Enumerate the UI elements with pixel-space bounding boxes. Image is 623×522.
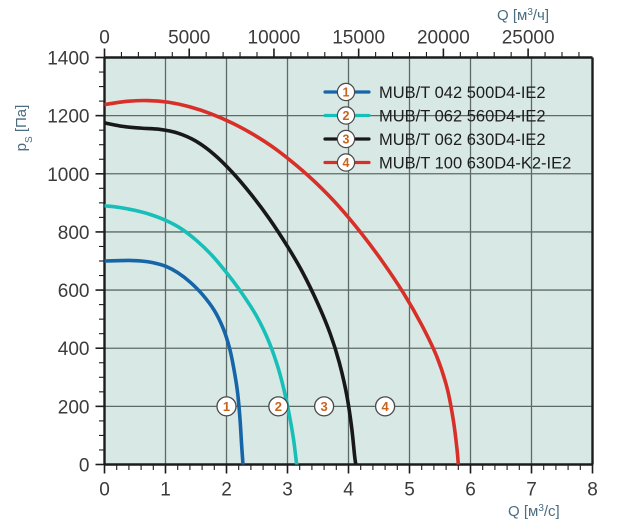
y-axis-tick-label: 200 xyxy=(58,397,90,418)
x-axis-tick-label: 8 xyxy=(587,480,598,501)
x-top-axis-tick-label: 20000 xyxy=(417,28,470,49)
legend-marker-circle xyxy=(336,153,356,172)
legend-marker-number: 1 xyxy=(343,85,350,99)
legend-series-label: MUB/T 042 500D4-IE2 xyxy=(379,84,546,102)
curves-layer xyxy=(104,98,461,465)
curve-marker-4[interactable]: 4 xyxy=(374,396,396,417)
x-axis-tick-label: 2 xyxy=(221,480,232,501)
svg-text:Q [м3/с]: Q [м3/с] xyxy=(508,503,560,521)
curve-group-2 xyxy=(104,203,299,465)
y-axis-tick-label: 400 xyxy=(58,339,90,360)
curve-marker-label-1: 1 xyxy=(223,399,230,414)
legend-marker-circle xyxy=(336,129,356,149)
y-axis-tick-label: 1000 xyxy=(47,165,89,186)
curve-line-2 xyxy=(104,203,299,465)
x-axis-tick-label: 0 xyxy=(99,480,110,501)
x-top-axis-title: Q [м3/ч] xyxy=(497,7,549,25)
y-axis-tick-label: 800 xyxy=(58,223,90,244)
legend-layer: 1 MUB/T 042 500D4-IE2 2 MUB/T 062 560D4-IE2… xyxy=(323,82,571,173)
y-axis-tick-label: 0 xyxy=(79,456,90,477)
legend-marker-number: 2 xyxy=(343,109,350,123)
y-axis-title: pS [Па] xyxy=(13,105,35,152)
curve-marker-3[interactable]: 3 xyxy=(313,396,335,417)
axis-titles-layer: Q [м3/ч] Q [м3/с] pS [Па] xyxy=(13,7,560,521)
x-axis-tick-label: 4 xyxy=(343,480,354,501)
legend-series-label: MUB/T 062 560D4-IE2 xyxy=(379,108,546,126)
curve-markers-layer: 1 2 3 4 xyxy=(216,396,396,417)
legend-item-1[interactable]: 1 MUB/T 042 500D4-IE2 xyxy=(323,82,546,102)
x-top-axis-tick-label: 5000 xyxy=(168,28,210,49)
curve-marker-1[interactable]: 1 xyxy=(216,396,237,417)
curve-group-4 xyxy=(104,98,461,465)
x-top-axis-tick-label: 10000 xyxy=(248,28,301,49)
legend-marker-number: 4 xyxy=(343,156,350,170)
legend-item-4[interactable]: 4 MUB/T 100 630D4-K2-IE2 xyxy=(323,153,571,173)
y-axis-tick-label: 1400 xyxy=(47,49,89,70)
legend-marker-circle xyxy=(336,106,356,125)
y-axis-tick-label: 600 xyxy=(58,281,90,302)
grid-layer xyxy=(104,57,593,465)
x-axis-tick-label: 5 xyxy=(404,480,415,501)
x-axis-tick-label: 7 xyxy=(526,480,537,501)
curve-group-3 xyxy=(104,121,358,465)
curve-line-1 xyxy=(104,258,245,465)
x-axis-tick-label: 1 xyxy=(160,480,171,501)
svg-text:pS [Па]: pS [Па] xyxy=(13,105,35,152)
x-axis-tick-label: 3 xyxy=(282,480,293,501)
legend-series-label: MUB/T 100 630D4-K2-IE2 xyxy=(379,155,571,173)
curve-group-1 xyxy=(104,258,245,465)
curve-marker-label-3: 3 xyxy=(320,399,327,414)
x-axis-title: Q [м3/с] xyxy=(508,503,560,521)
legend-marker-circle xyxy=(336,82,356,102)
x-top-axis-tick-label: 0 xyxy=(99,28,110,49)
x-top-axis-tick-label: 15000 xyxy=(332,28,385,49)
svg-text:Q [м3/ч]: Q [м3/ч] xyxy=(497,7,549,25)
y-axis-tick-label: 1200 xyxy=(47,107,89,128)
curve-marker-label-2: 2 xyxy=(275,399,282,414)
curve-marker-2[interactable]: 2 xyxy=(268,396,289,417)
x-top-axis-tick-label: 25000 xyxy=(502,28,555,49)
legend-item-3[interactable]: 3 MUB/T 062 630D4-IE2 xyxy=(323,129,546,149)
legend-item-2[interactable]: 2 MUB/T 062 560D4-IE2 xyxy=(323,106,546,126)
legend-series-label: MUB/T 062 630D4-IE2 xyxy=(379,131,546,149)
x-axis-tick-label: 6 xyxy=(465,480,476,501)
curve-line-4 xyxy=(104,98,461,465)
legend-marker-number: 3 xyxy=(343,132,350,146)
tick-labels-layer: 0 1 2 3 4 5 6 7 8 0 5000 10000 15000 20000 25000 0 200 40… xyxy=(47,28,598,501)
curve-line-3 xyxy=(104,121,358,465)
curve-marker-label-4: 4 xyxy=(381,399,389,414)
